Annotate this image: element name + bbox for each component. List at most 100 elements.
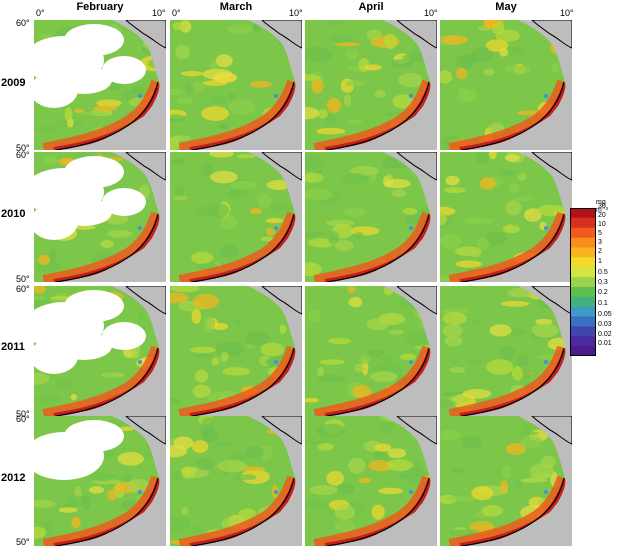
lat-label-50-row1: 50° xyxy=(16,143,30,153)
lat-label-60-row2: 60° xyxy=(16,150,30,160)
chlorophyll-map xyxy=(34,416,166,546)
colorbar-tick-label: 0.3 xyxy=(598,279,608,286)
year-label-2011: 2011 xyxy=(1,341,25,353)
lat-label-50-row2: 50° xyxy=(16,274,30,284)
lon-label-0-col2: 0° xyxy=(172,8,181,18)
lon-label-10-col2: 10° xyxy=(289,8,303,18)
station-marker xyxy=(138,226,142,230)
continent-coastline xyxy=(55,347,159,416)
continent-coastline xyxy=(191,213,295,282)
map-panel-2010-march xyxy=(170,152,302,282)
lat-label-60-row1: 60° xyxy=(16,18,30,28)
map-panel-2009-february xyxy=(34,20,166,150)
colorbar-segment xyxy=(570,227,596,239)
chlorophyll-map xyxy=(440,416,572,546)
colorbar-tick-label: 3 xyxy=(598,239,602,246)
chlorophyll-map xyxy=(170,152,302,282)
missing-data-area xyxy=(56,198,112,226)
colorbar-segment xyxy=(570,247,596,258)
continent-coastline xyxy=(461,81,565,150)
continent-coastline xyxy=(461,213,565,282)
colorbar xyxy=(570,208,596,361)
station-marker xyxy=(409,490,413,494)
norway-coastline xyxy=(261,416,302,445)
map-panel-2010-april xyxy=(305,152,437,282)
continent-coastline xyxy=(461,477,565,546)
station-marker xyxy=(409,94,413,98)
colorbar-segment xyxy=(570,208,596,219)
missing-data-area xyxy=(102,56,146,84)
colorbar-tick-label: 20 xyxy=(598,212,606,219)
month-label-march: March xyxy=(219,1,253,13)
colorbar-tick-label: 0.03 xyxy=(598,321,612,328)
map-panel-2009-april xyxy=(305,20,437,150)
lon-label-10-col3: 10° xyxy=(424,8,438,18)
norway-coastline xyxy=(125,20,166,49)
colorbar-unit: mg m⁻³ xyxy=(596,199,608,214)
norway-coastline xyxy=(396,286,437,315)
station-marker xyxy=(274,226,278,230)
missing-data-area xyxy=(64,156,124,188)
station-marker xyxy=(409,226,413,230)
colorbar-segment xyxy=(570,257,596,268)
chlorophyll-map xyxy=(34,286,166,416)
colorbar-tick-label: 10 xyxy=(598,221,606,228)
norway-coastline xyxy=(531,20,572,49)
map-panel-2011-march xyxy=(170,286,302,416)
map-panel-2012-may xyxy=(440,416,572,546)
missing-data-area xyxy=(64,290,124,322)
lon-label-10-col4: 10° xyxy=(560,8,574,18)
continent-coastline xyxy=(55,477,159,546)
station-marker xyxy=(544,360,548,364)
station-marker xyxy=(544,490,548,494)
colorbar-tick-label: 0.02 xyxy=(598,331,612,338)
norway-coastline xyxy=(261,286,302,315)
map-panel-2011-may xyxy=(440,286,572,416)
station-marker xyxy=(274,490,278,494)
colorbar-segment xyxy=(570,306,596,318)
map-panel-2012-february xyxy=(34,416,166,546)
map-panel-2009-may xyxy=(440,20,572,150)
chlorophyll-map xyxy=(170,286,302,416)
colorbar-segment xyxy=(570,267,596,278)
station-marker xyxy=(274,94,278,98)
month-label-february: February xyxy=(76,1,124,13)
colorbar-segment xyxy=(570,237,596,248)
norway-coastline xyxy=(396,152,437,181)
chlorophyll-map xyxy=(305,286,437,416)
chlorophyll-map xyxy=(440,20,572,150)
colorbar-tick-label: 2 xyxy=(598,248,602,255)
norway-coastline xyxy=(261,152,302,181)
lat-label-60-row4: 60° xyxy=(16,414,30,424)
continent-coastline xyxy=(461,347,565,416)
lat-label-50-row4: 50° xyxy=(16,537,30,547)
colorbar-segment xyxy=(570,296,596,308)
colorbar-tick-label: 30 xyxy=(598,203,606,210)
map-panel-2012-march xyxy=(170,416,302,546)
continent-coastline xyxy=(326,213,430,282)
missing-data-area xyxy=(64,420,124,452)
colorbar-tick-label: 0.2 xyxy=(598,289,608,296)
lat-label-50-row3: 50° xyxy=(16,409,30,419)
continent-coastline xyxy=(326,81,430,150)
continent-coastline xyxy=(55,81,159,150)
missing-data-area xyxy=(102,322,146,350)
norway-coastline xyxy=(261,20,302,49)
colorbar-tick-label: 0.05 xyxy=(598,311,612,318)
missing-data-area xyxy=(64,24,124,56)
month-label-may: May xyxy=(495,1,517,13)
chlorophyll-map xyxy=(440,152,572,282)
station-marker xyxy=(409,360,413,364)
continent-coastline xyxy=(55,213,159,282)
norway-coastline xyxy=(531,416,572,445)
colorbar-segment xyxy=(570,277,596,288)
map-panel-2011-february xyxy=(34,286,166,416)
colorbar-tick-label: 0.5 xyxy=(598,269,608,276)
station-marker xyxy=(274,360,278,364)
colorbar-tick-label: 5 xyxy=(598,230,602,237)
year-label-2010: 2010 xyxy=(1,208,26,220)
missing-data-area xyxy=(56,332,112,360)
year-label-2009: 2009 xyxy=(1,77,26,89)
map-panel-2010-may xyxy=(440,152,572,282)
station-marker xyxy=(138,94,142,98)
